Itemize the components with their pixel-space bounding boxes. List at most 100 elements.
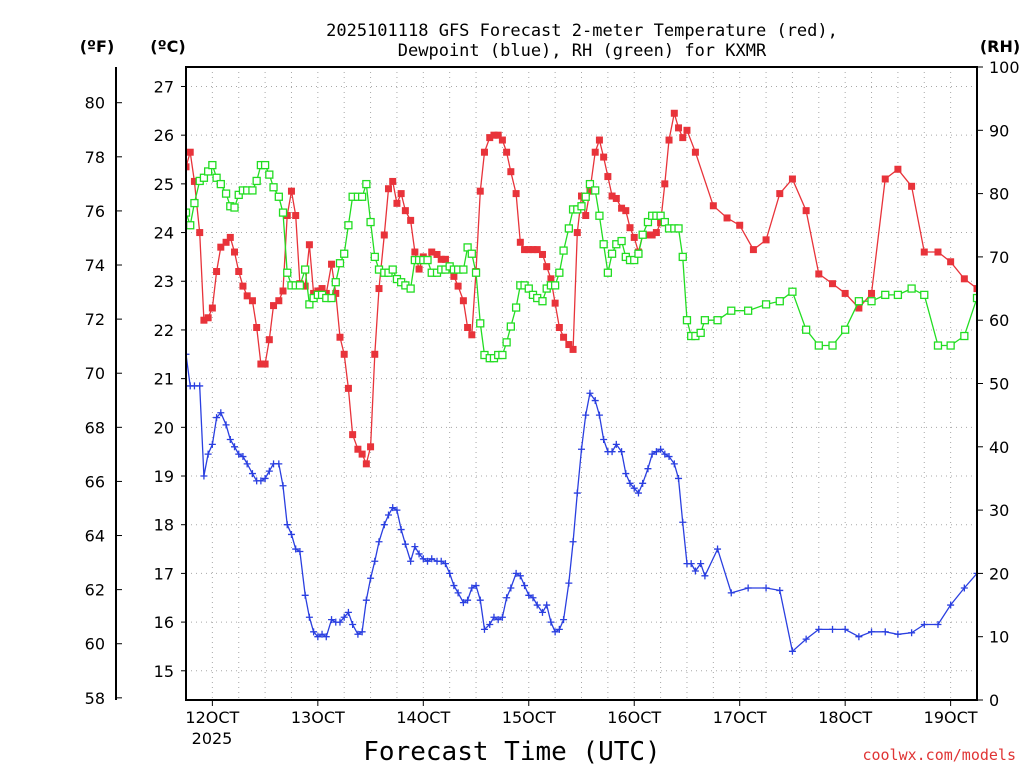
data-point — [366, 217, 375, 227]
data-point — [257, 477, 265, 485]
data-point — [260, 160, 270, 170]
data-point — [920, 290, 929, 300]
data-point — [934, 621, 942, 629]
data-point — [503, 594, 511, 602]
data-point — [555, 324, 563, 332]
data-point — [261, 360, 269, 368]
data-point — [203, 167, 213, 176]
data-point — [560, 616, 568, 624]
rh-tick-label: 80 — [989, 185, 1009, 204]
data-point — [362, 596, 370, 604]
data-point — [208, 304, 216, 312]
data-point — [186, 148, 194, 156]
data-point — [433, 250, 441, 258]
data-point — [222, 238, 230, 246]
data-point — [893, 290, 903, 300]
data-point — [776, 190, 784, 198]
data-point — [295, 281, 305, 290]
celsius-tick-label: 25 — [154, 175, 174, 194]
data-point — [367, 574, 375, 582]
data-point — [814, 341, 823, 350]
data-point — [459, 599, 467, 607]
data-point — [261, 474, 269, 482]
data-point — [340, 249, 349, 258]
data-point — [283, 212, 291, 220]
data-point — [384, 511, 392, 519]
data-point — [569, 538, 577, 546]
data-point — [375, 538, 383, 546]
celsius-tick-label: 17 — [154, 564, 174, 583]
data-point — [920, 248, 928, 256]
data-point — [332, 289, 340, 297]
celsius-tick-label: 15 — [154, 662, 174, 681]
data-point — [248, 470, 256, 478]
data-point — [829, 625, 837, 633]
data-point — [226, 233, 234, 241]
data-point — [498, 136, 506, 144]
data-point — [384, 185, 392, 193]
data-point — [212, 173, 221, 182]
series-square-open — [186, 160, 1007, 363]
data-point — [310, 289, 318, 297]
data-point — [586, 389, 594, 397]
data-point — [656, 211, 665, 220]
rh-tick-label: 40 — [989, 438, 1009, 457]
data-point — [380, 521, 388, 529]
data-point — [441, 255, 449, 263]
data-point — [344, 384, 352, 392]
data-point — [459, 265, 468, 274]
data-point — [423, 255, 432, 265]
data-point — [450, 272, 458, 280]
data-point — [603, 268, 613, 277]
data-point — [437, 255, 445, 263]
data-point — [538, 297, 547, 306]
data-point — [973, 569, 977, 577]
data-point — [239, 282, 247, 290]
data-point — [1000, 269, 1007, 276]
data-point — [283, 268, 292, 277]
data-point — [468, 584, 476, 592]
data-point — [468, 331, 476, 339]
fahrenheit-tick-label: 66 — [85, 472, 105, 491]
data-point — [186, 208, 191, 217]
plot-frame — [185, 66, 978, 701]
data-point — [727, 589, 735, 597]
data-point — [682, 316, 692, 325]
data-point — [713, 316, 722, 325]
data-point — [582, 411, 590, 419]
data-point — [213, 414, 221, 422]
data-point — [524, 284, 533, 293]
data-point — [591, 397, 599, 405]
data-point — [512, 190, 520, 198]
x-tick-label: 13OCT — [291, 708, 345, 727]
data-point — [559, 246, 568, 255]
data-point — [407, 557, 415, 565]
data-point — [454, 589, 462, 597]
data-point — [305, 613, 313, 621]
data-point — [467, 249, 476, 258]
x-tick-label: 12OCT — [185, 708, 239, 727]
data-point — [371, 557, 379, 565]
data-point — [257, 360, 265, 368]
data-point — [459, 297, 467, 305]
data-point — [657, 445, 665, 453]
data-point — [490, 613, 498, 621]
data-point — [411, 248, 419, 256]
data-point — [397, 526, 405, 534]
data-point — [362, 460, 370, 468]
data-point — [565, 341, 573, 349]
data-point — [578, 445, 585, 453]
data-point — [644, 465, 652, 473]
series-plus — [186, 350, 977, 655]
data-point — [533, 601, 541, 609]
data-point — [555, 268, 564, 277]
data-point — [675, 124, 683, 132]
data-point — [801, 325, 811, 334]
data-point — [855, 633, 863, 641]
data-point — [283, 521, 291, 529]
data-point — [894, 630, 902, 638]
fahrenheit-tick-label: 68 — [85, 418, 105, 437]
data-point — [547, 275, 555, 283]
data-point — [406, 284, 415, 293]
